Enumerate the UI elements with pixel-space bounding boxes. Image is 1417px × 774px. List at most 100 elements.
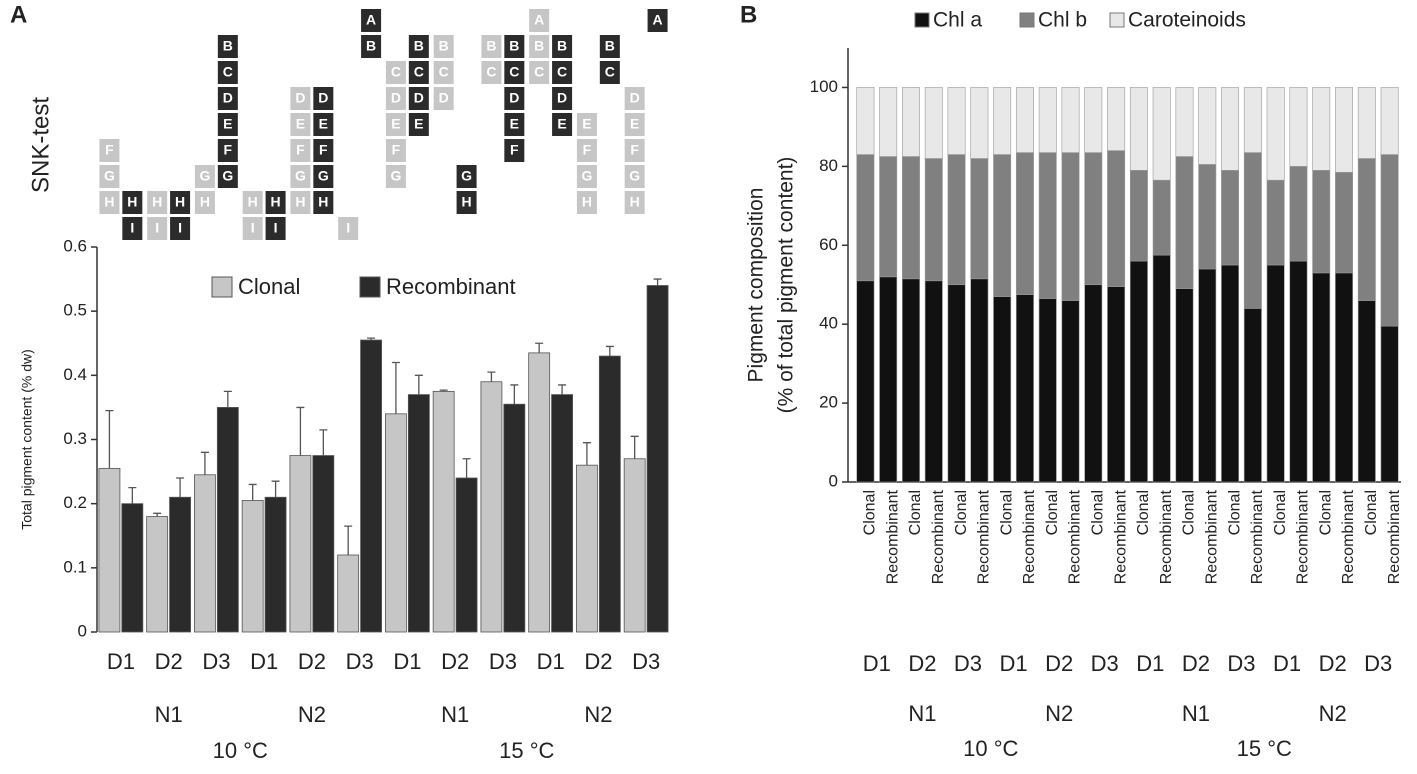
letter-box: [456, 165, 477, 188]
letter-box: [624, 87, 645, 110]
x-tick-label: Recombinant: [1021, 489, 1038, 584]
bar: [646, 285, 669, 633]
error-bar: [414, 374, 423, 395]
snk-letter: B: [605, 38, 615, 54]
snk-letter: G: [104, 168, 115, 184]
letter-box: [456, 191, 477, 214]
y-tick-label: 60: [819, 235, 838, 254]
letter-box: [99, 165, 120, 188]
group-label: D1: [999, 651, 1027, 676]
letter-box: [290, 139, 311, 162]
group-label: 15 °C: [499, 738, 554, 763]
x-tick-label: Clonal: [998, 490, 1015, 535]
letter-box: [122, 191, 143, 214]
letter-box: [529, 61, 550, 84]
bar-segment: [1289, 166, 1308, 262]
letter-box: [529, 9, 550, 32]
bar-segment: [1221, 170, 1240, 266]
group-label: D2: [1045, 651, 1073, 676]
snk-letter: B: [414, 38, 424, 54]
bar-segment: [1312, 170, 1331, 274]
error-bar: [582, 442, 591, 466]
letter-box: [147, 191, 168, 214]
x-tick-label: Recombinant: [1158, 489, 1175, 584]
group-label: D2: [908, 651, 936, 676]
snk-letter: C: [414, 64, 424, 80]
error-bar: [558, 384, 567, 395]
x-tick-label: Recombinant: [1067, 489, 1084, 584]
bar-segment: [1084, 87, 1103, 153]
bar-segment: [856, 280, 875, 483]
x-tick-label: Recombinant: [930, 489, 947, 584]
error-bar: [439, 389, 448, 392]
snk-letter: E: [296, 116, 305, 132]
snk-letter: G: [199, 168, 210, 184]
letter-box: [504, 61, 525, 84]
letter-box: [408, 113, 429, 136]
letter-box: [217, 35, 238, 58]
bar-segment: [1312, 272, 1331, 483]
x-tick-label: Clonal: [907, 490, 924, 535]
bar-segment: [902, 156, 920, 280]
x-tick-label: Clonal: [1272, 490, 1289, 535]
group-label: N2: [1319, 701, 1347, 726]
y-tick-label: 0.3: [63, 429, 87, 448]
snk-letter: I: [251, 220, 255, 236]
error-bar: [128, 486, 137, 504]
letter-box: [217, 139, 238, 162]
bar-segment: [1266, 87, 1285, 181]
letter-box: [529, 35, 550, 58]
y-tick-label: 100: [810, 77, 838, 96]
group-label: D2: [1319, 651, 1347, 676]
bar-segment: [1175, 87, 1194, 157]
bar: [455, 477, 478, 633]
x-tick-label: Recombinant: [1203, 489, 1220, 584]
letter-box: [408, 87, 429, 110]
bar-segment: [1084, 152, 1103, 286]
panel-label: A: [10, 1, 27, 28]
letter-box: [624, 165, 645, 188]
bar-segment: [1129, 87, 1148, 171]
bar: [503, 403, 526, 633]
legend-label: Recombinant: [386, 274, 516, 299]
y-tick-label: 0.2: [63, 493, 87, 512]
letter-box: [385, 139, 406, 162]
snk-letter: A: [653, 12, 663, 28]
bar-segment: [1038, 152, 1057, 299]
snk-letter: H: [271, 194, 281, 210]
x-tick-label: Clonal: [1226, 490, 1243, 535]
snk-letter: F: [630, 142, 639, 158]
bar: [312, 455, 335, 633]
snk-letter: D: [391, 90, 401, 106]
bar-segment: [1038, 87, 1057, 153]
bar-segment: [947, 154, 966, 286]
bar-segment: [1198, 87, 1217, 165]
y-tick-label: 0.6: [63, 236, 87, 255]
bar-segment: [879, 276, 898, 483]
error-bar: [391, 361, 400, 414]
y-tick-label: 0.5: [63, 301, 87, 320]
x-tick-label: D3: [202, 649, 230, 674]
snk-letter: E: [223, 116, 232, 132]
bar-segment: [1152, 254, 1171, 483]
x-tick-label: Recombinant: [976, 489, 993, 584]
legend-swatch: [359, 276, 381, 298]
y-tick-label: 40: [819, 314, 838, 333]
snk-letter: E: [391, 116, 400, 132]
snk-letter: D: [295, 90, 305, 106]
snk-letter: G: [222, 168, 233, 184]
letter-box: [361, 9, 382, 32]
bar-segment: [1243, 308, 1262, 483]
bar: [337, 554, 360, 633]
error-bar: [462, 458, 471, 478]
letter-box: [576, 139, 597, 162]
x-tick-label: Clonal: [1363, 490, 1380, 535]
letter-box: [433, 61, 454, 84]
x-tick-label: D2: [441, 649, 469, 674]
x-tick-label: D2: [298, 649, 326, 674]
snk-letter: D: [509, 90, 519, 106]
bar-segment: [1380, 154, 1399, 327]
letter-box: [576, 113, 597, 136]
x-tick-label: D1: [393, 649, 421, 674]
